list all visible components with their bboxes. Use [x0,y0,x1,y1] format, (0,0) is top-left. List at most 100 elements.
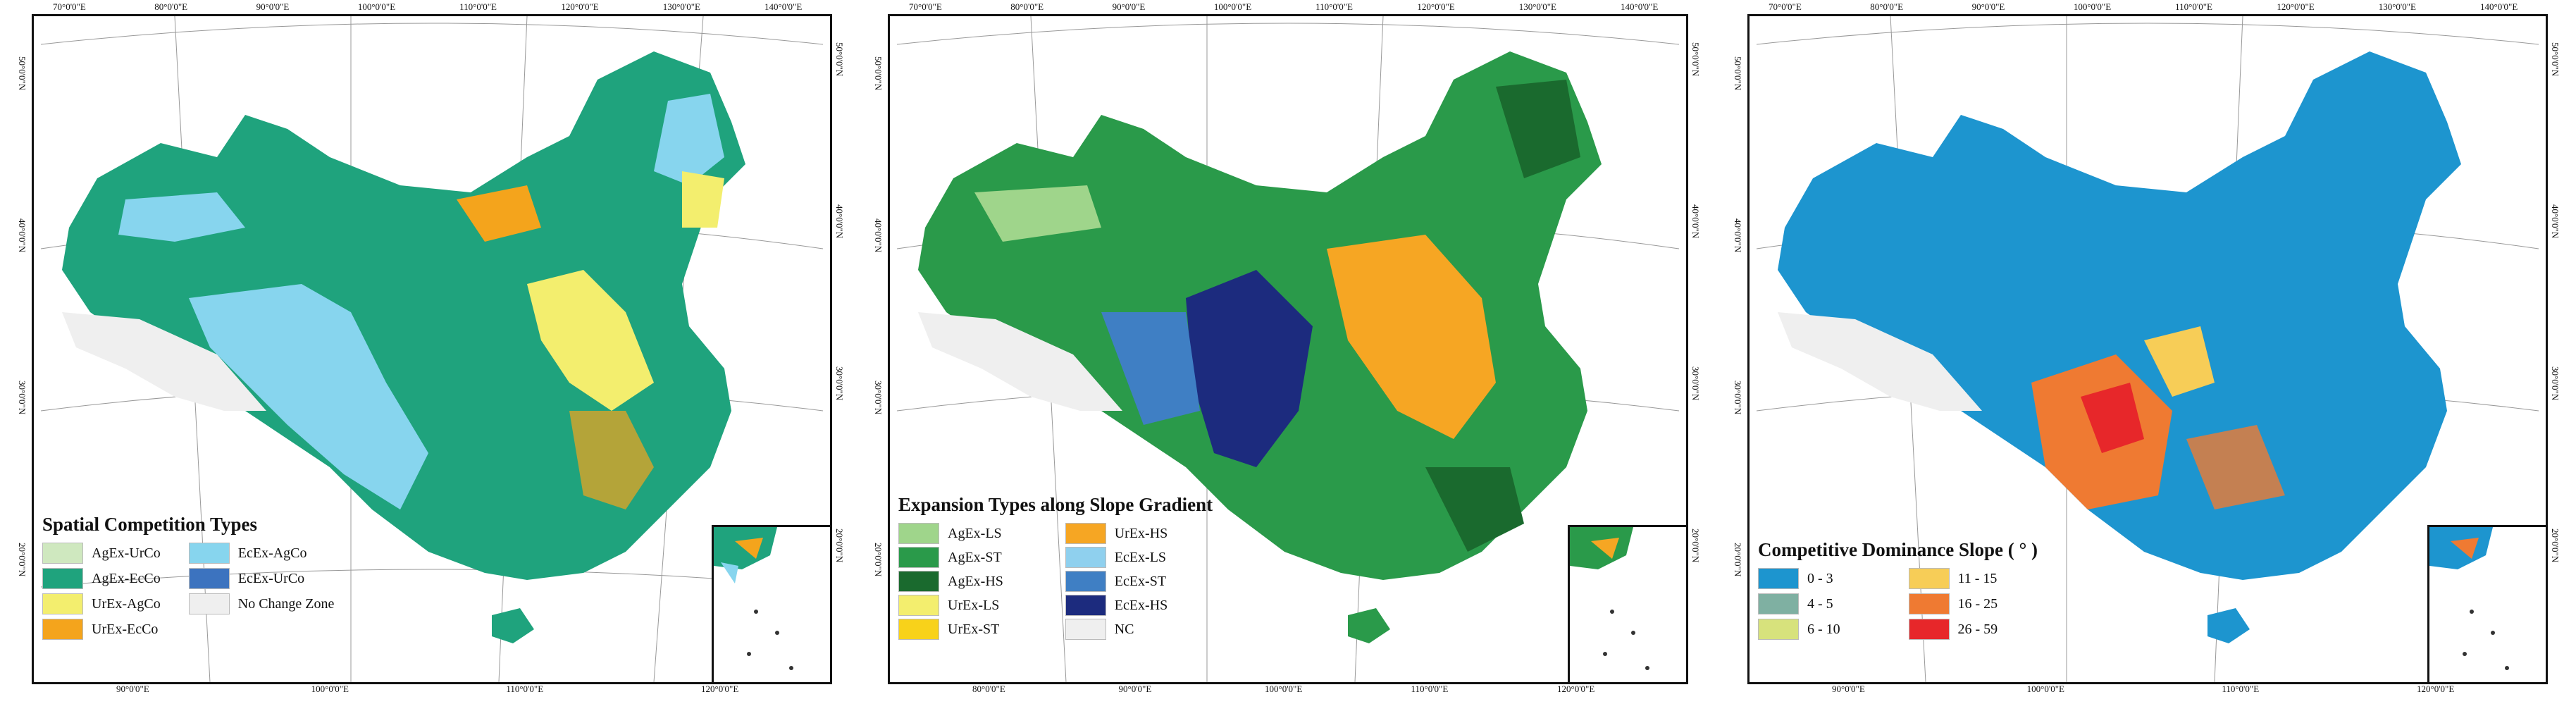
south-china-sea-inset [1568,525,1686,682]
tick-label-left: 30°0'0"N [1733,381,1743,415]
legend-item: No Change Zone [188,593,334,614]
legend-item: AgEx-LS [898,523,1048,544]
tick-label-top: 120°0'0"E [561,1,599,12]
tick-label-top: 70°0'0"E [909,1,942,12]
tick-label-top: 130°0'0"E [662,1,700,12]
china-map-a [40,16,824,682]
tick-label-left: 30°0'0"N [17,381,27,415]
tick-label-bottom: 120°0'0"E [1557,684,1595,694]
tick-label-top: 120°0'0"E [2277,1,2315,12]
legend-title: Spatial Competition Types [42,514,258,535]
tick-label-left: 50°0'0"N [873,56,884,91]
tick-label-bottom: 90°0'0"E [1832,684,1865,694]
tick-label-bottom: 90°0'0"E [1118,684,1152,694]
tick-label-top: 90°0'0"E [1971,1,2005,12]
legend-item: 26 - 59 [1908,619,2038,640]
legend-item: 4 - 5 [1758,593,1881,614]
tick-label-bottom: 110°0'0"E [506,684,544,694]
legend-item: UrEx-LS [898,595,1048,616]
tick-label-top: 110°0'0"E [2175,1,2212,12]
tick-label-top: 140°0'0"E [1621,1,1659,12]
tick-label-right: 20°0'0"N [834,529,845,563]
tick-label-top: 140°0'0"E [2480,1,2518,12]
tick-label-top: 130°0'0"E [1518,1,1556,12]
tick-label-top: 110°0'0"E [459,1,497,12]
map-panel-dominance-slope: Competitive Dominance Slope ( ° ) 0 - 3 … [1747,14,2548,684]
tick-label-left: 40°0'0"N [1733,218,1743,253]
tick-label-top: 130°0'0"E [2378,1,2416,12]
tick-label-left: 40°0'0"N [17,218,27,253]
map-panel-expansion-types: Expansion Types along Slope Gradient AgE… [888,14,1688,684]
legend-item: 0 - 3 [1758,568,1881,589]
tick-label-top: 90°0'0"E [1112,1,1146,12]
tick-label-top: 80°0'0"E [154,1,188,12]
legend-item: UrEx-EcCo [42,619,161,640]
tick-label-right: 20°0'0"N [1690,529,1701,563]
legend-item: NC [1065,619,1213,640]
legend-a: Spatial Competition Types AgEx-UrCo AgEx… [42,514,334,640]
tick-label-top: 120°0'0"E [1417,1,1455,12]
legend-item: AgEx-EcCo [42,568,161,589]
legend-item: UrEx-AgCo [42,593,161,614]
tick-label-left: 20°0'0"N [873,543,884,577]
china-shape [62,51,745,580]
tick-label-bottom: 100°0'0"E [2026,684,2064,694]
tick-label-top: 100°0'0"E [357,1,396,12]
tick-label-bottom: 90°0'0"E [116,684,149,694]
legend-item: AgEx-ST [898,547,1048,568]
tick-label-top: 100°0'0"E [1213,1,1252,12]
tick-label-bottom: 100°0'0"E [311,684,349,694]
legend-item: AgEx-HS [898,571,1048,592]
tick-label-left: 30°0'0"N [873,381,884,415]
tick-label-right: 40°0'0"N [1690,204,1701,239]
legend-b: Expansion Types along Slope Gradient AgE… [898,494,1213,640]
legend-item: AgEx-UrCo [42,543,161,564]
tick-label-right: 20°0'0"N [2550,529,2560,563]
legend-item: 6 - 10 [1758,619,1881,640]
tick-label-left: 50°0'0"N [1733,56,1743,91]
tick-label-right: 50°0'0"N [2550,42,2560,77]
tick-label-top: 140°0'0"E [764,1,803,12]
tick-label-top: 110°0'0"E [1315,1,1353,12]
tick-label-right: 50°0'0"N [834,42,845,77]
legend-item: UrEx-ST [898,619,1048,640]
tick-label-left: 20°0'0"N [1733,543,1743,577]
legend-item: EcEx-LS [1065,547,1213,568]
tick-label-left: 50°0'0"N [17,56,27,91]
tick-label-right: 30°0'0"N [834,366,845,401]
legend-item: EcEx-AgCo [188,543,335,564]
tick-label-bottom: 110°0'0"E [1411,684,1449,694]
tick-label-bottom: 100°0'0"E [1265,684,1303,694]
tick-label-top: 100°0'0"E [2073,1,2112,12]
tick-label-top: 90°0'0"E [256,1,290,12]
legend-item: EcEx-HS [1065,595,1213,616]
south-china-sea-inset [2427,525,2546,682]
tick-label-right: 40°0'0"N [834,204,845,239]
tick-label-bottom: 80°0'0"E [972,684,1005,694]
legend-item: 11 - 15 [1908,568,2038,589]
tick-label-top: 70°0'0"E [1769,1,1802,12]
legend-item: EcEx-ST [1065,571,1213,592]
china-map-b [896,16,1680,682]
tick-label-bottom: 120°0'0"E [701,684,739,694]
china-map-c [1756,16,2539,682]
south-china-sea-inset [712,525,830,682]
legend-item: EcEx-UrCo [188,568,335,589]
tick-label-right: 30°0'0"N [1690,366,1701,401]
tick-label-bottom: 120°0'0"E [2417,684,2455,694]
tick-label-bottom: 110°0'0"E [2222,684,2260,694]
map-panel-spatial-competition: Spatial Competition Types AgEx-UrCo AgEx… [32,14,832,684]
tick-label-top: 80°0'0"E [1010,1,1044,12]
legend-title: Competitive Dominance Slope ( ° ) [1758,539,2038,560]
tick-label-right: 50°0'0"N [1690,42,1701,77]
legend-item: 16 - 25 [1908,593,2038,614]
tick-label-left: 20°0'0"N [17,543,27,577]
legend-title: Expansion Types along Slope Gradient [898,494,1213,515]
legend-item: UrEx-HS [1065,523,1213,544]
tick-label-top: 70°0'0"E [53,1,86,12]
legend-c: Competitive Dominance Slope ( ° ) 0 - 3 … [1758,539,2038,640]
tick-label-right: 30°0'0"N [2550,366,2560,401]
tick-label-top: 80°0'0"E [1870,1,1904,12]
tick-label-right: 40°0'0"N [2550,204,2560,239]
tick-label-left: 40°0'0"N [873,218,884,253]
